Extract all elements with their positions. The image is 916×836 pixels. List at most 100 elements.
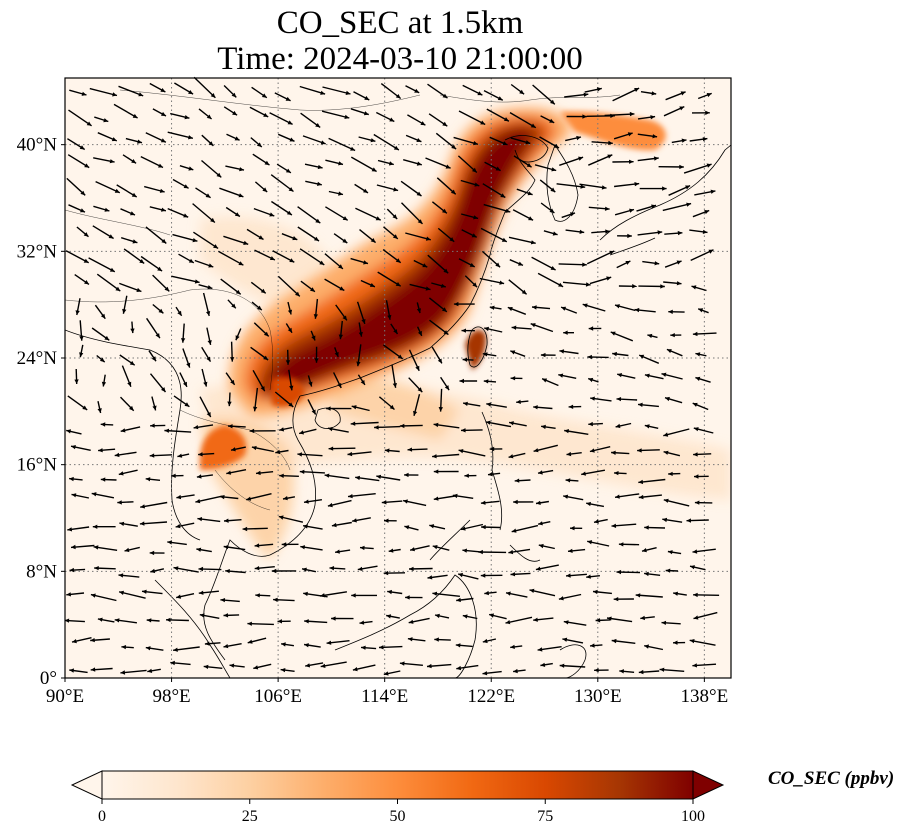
wind-arrow-293 — [540, 352, 556, 358]
wind-arrow-98 — [658, 164, 684, 170]
wind-arrow-483 — [281, 542, 299, 547]
wind-arrow-580 — [204, 641, 221, 646]
wind-arrow-578 — [145, 646, 164, 651]
wind-arrow-346 — [616, 397, 638, 402]
wind-arrow-35 — [321, 110, 350, 119]
wind-arrow-250 — [79, 320, 84, 341]
wind-arrow-270 — [588, 326, 602, 331]
wind-arrow-575 — [71, 637, 92, 644]
wind-arrow-432 — [246, 493, 272, 501]
wind-arrow-350 — [66, 429, 82, 435]
wind-arrow-409 — [299, 469, 325, 474]
wind-arrow-309 — [307, 375, 313, 387]
wind-arrow-458 — [278, 515, 304, 523]
wind-arrow-568 — [533, 617, 554, 622]
wind-arrow-616 — [482, 670, 502, 676]
wind-arrow-325 — [67, 395, 88, 411]
wind-arrow-97 — [637, 156, 659, 162]
wind-arrow-587 — [378, 645, 403, 650]
wind-arrow-68 — [539, 136, 560, 149]
wind-arrow-604 — [170, 660, 191, 666]
wind-arrow-357 — [249, 428, 276, 434]
wind-arrow-253 — [146, 317, 161, 339]
wind-arrow-394 — [566, 451, 582, 457]
wind-arrow-295 — [587, 354, 609, 360]
wind-arrow-315 — [459, 378, 478, 384]
wind-arrow-400 — [69, 476, 83, 482]
wind-arrow-264 — [429, 319, 449, 336]
colorbar-label: CO_SEC (ppbv) — [768, 768, 895, 789]
colorbar-tick-label-0: 0 — [98, 808, 106, 825]
wind-arrow-28 — [152, 108, 167, 117]
wind-arrow-413 — [404, 472, 419, 478]
wind-arrow-311 — [357, 374, 366, 386]
wind-arrow-21 — [612, 87, 640, 102]
wind-arrow-386 — [347, 451, 372, 457]
wind-arrow-363 — [399, 423, 423, 429]
wind-arrow-206 — [220, 278, 242, 295]
wind-arrow-519 — [565, 573, 587, 578]
wind-arrow-469 — [569, 526, 583, 531]
wind-arrow-577 — [121, 645, 134, 650]
wind-arrow-509 — [301, 567, 317, 573]
wind-arrow-313 — [408, 377, 423, 393]
wind-arrow-360 — [327, 426, 349, 433]
wind-arrow-461 — [351, 517, 371, 523]
lon-tick-label-5: 130°E — [574, 686, 622, 707]
wind-arrow-612 — [383, 670, 401, 676]
wind-arrow-449 — [694, 500, 713, 505]
wind-arrow-435 — [327, 499, 352, 508]
wind-arrow-79 — [179, 165, 194, 171]
wind-arrow-62 — [373, 133, 400, 151]
wind-arrow-212 — [377, 271, 402, 287]
wind-arrow-64 — [435, 132, 457, 150]
wind-arrow-84 — [304, 163, 323, 170]
wind-arrow-618 — [540, 662, 553, 667]
wind-arrow-552 — [114, 618, 137, 624]
wind-arrow-142 — [512, 209, 534, 221]
wind-arrow-274 — [692, 331, 717, 337]
wind-arrow-104 — [172, 178, 189, 189]
wind-arrow-390 — [458, 449, 486, 457]
wind-arrow-454 — [175, 522, 195, 529]
wind-arrow-592 — [510, 644, 523, 649]
wind-arrow-620 — [594, 668, 609, 673]
wind-arrow-218 — [537, 272, 564, 288]
wind-arrow-543 — [529, 588, 556, 597]
wind-arrow-387 — [384, 448, 400, 453]
wind-arrow-498 — [667, 550, 682, 555]
wind-arrow-183 — [272, 250, 295, 263]
wind-arrow-593 — [537, 646, 562, 652]
wind-arrow-379 — [177, 453, 190, 458]
coastline-taiwan — [467, 326, 488, 368]
coastlines — [65, 135, 731, 678]
wind-arrow-165 — [461, 229, 478, 238]
wind-arrow-37 — [375, 111, 395, 123]
wind-arrow-44 — [566, 114, 587, 119]
colorbar-gradient — [101, 770, 694, 800]
wind-arrow-537 — [387, 589, 403, 595]
wind-arrow-529 — [176, 593, 195, 599]
wind-arrow-190 — [458, 258, 476, 268]
wind-arrow-573 — [661, 620, 681, 625]
wind-arrow-501 — [94, 566, 116, 571]
wind-arrow-269 — [563, 330, 574, 335]
wind-arrow-149 — [692, 209, 710, 218]
wind-arrow-195 — [586, 250, 615, 265]
wind-arrow-230 — [202, 292, 211, 317]
wind-arrow-471 — [611, 523, 637, 528]
wind-arrow-31 — [223, 106, 238, 116]
wind-arrow-257 — [253, 322, 270, 337]
wind-arrow-585 — [326, 640, 350, 645]
wind-arrow-51 — [97, 132, 118, 142]
wind-arrow-337 — [378, 396, 395, 411]
wind-arrow-146 — [614, 208, 635, 216]
wind-arrow-111 — [354, 183, 369, 194]
wind-arrow-260 — [338, 320, 343, 340]
wind-arrow-303 — [149, 373, 167, 393]
wind-arrow-369 — [564, 429, 589, 435]
wind-arrow-566 — [488, 613, 507, 620]
wind-arrow-401 — [100, 477, 117, 482]
map-title-line-1: CO_SEC at 1.5km — [276, 5, 524, 41]
wind-arrow-251 — [91, 327, 110, 341]
